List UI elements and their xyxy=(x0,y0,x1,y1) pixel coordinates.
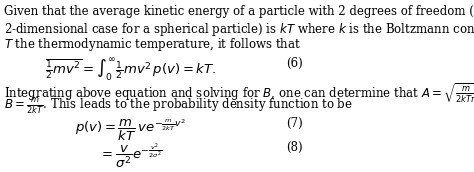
Text: $T$ the thermodynamic temperature, it follows that: $T$ the thermodynamic temperature, it fo… xyxy=(4,36,301,53)
Text: (6): (6) xyxy=(286,57,303,70)
Text: $\overline{\frac{1}{2}mv^2} = \int_0^{\infty} \frac{1}{2}mv^2\, p(v) = kT.$: $\overline{\frac{1}{2}mv^2} = \int_0^{\i… xyxy=(45,57,216,84)
Text: 2-dimensional case for a spherical particle) is $kT$ where $k$ is the Boltzmann : 2-dimensional case for a spherical parti… xyxy=(4,21,474,38)
Text: $= \dfrac{v}{\sigma^2} e^{-\frac{v^2}{2\sigma^2}}$: $= \dfrac{v}{\sigma^2} e^{-\frac{v^2}{2\… xyxy=(99,141,162,171)
Text: (7): (7) xyxy=(286,117,303,130)
Text: $B = \frac{m}{2kT}$. This leads to the probability density function to be: $B = \frac{m}{2kT}$. This leads to the p… xyxy=(4,97,353,116)
Text: Integrating above equation and solving for $B$, one can determine that $A = \sqr: Integrating above equation and solving f… xyxy=(4,81,474,105)
Text: $p(v) = \dfrac{m}{kT}\, v e^{-\frac{m}{2kT}v^2}$: $p(v) = \dfrac{m}{kT}\, v e^{-\frac{m}{2… xyxy=(75,117,186,143)
Text: (8): (8) xyxy=(286,141,303,154)
Text: Given that the average kinetic energy of a particle with 2 degrees of freedom (i: Given that the average kinetic energy of… xyxy=(4,5,474,18)
